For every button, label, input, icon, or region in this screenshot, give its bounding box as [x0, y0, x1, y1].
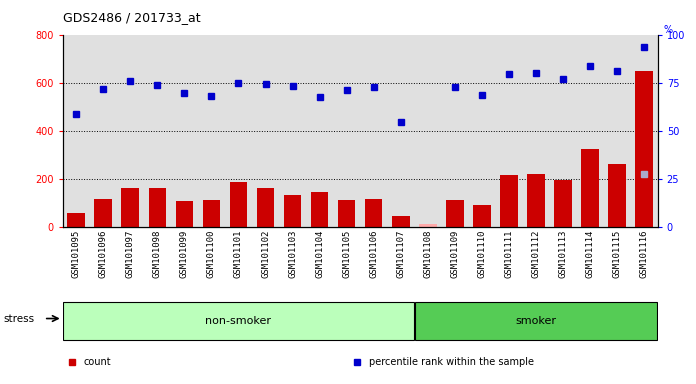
Text: GSM101116: GSM101116 [640, 230, 649, 278]
Bar [63, 302, 414, 340]
Bar [68, 214, 85, 227]
Bar [203, 200, 220, 227]
Bar [500, 175, 518, 227]
Text: GSM101113: GSM101113 [559, 230, 567, 278]
Bar [148, 188, 166, 227]
Bar [415, 302, 658, 340]
Text: GSM101107: GSM101107 [396, 230, 405, 278]
Text: count: count [84, 357, 111, 367]
Text: GSM101115: GSM101115 [612, 230, 622, 278]
Text: GSM101103: GSM101103 [288, 230, 297, 278]
Text: GSM101100: GSM101100 [207, 230, 216, 278]
Bar [635, 71, 653, 227]
Bar [338, 200, 356, 227]
Bar [95, 199, 112, 227]
Bar [284, 195, 301, 227]
Bar [175, 201, 193, 227]
Text: GSM101111: GSM101111 [505, 230, 514, 278]
Text: %: % [664, 25, 673, 35]
Text: GSM101108: GSM101108 [423, 230, 432, 278]
Text: GSM101109: GSM101109 [450, 230, 459, 278]
Text: GSM101098: GSM101098 [153, 230, 161, 278]
Text: GSM101102: GSM101102 [261, 230, 270, 278]
Bar [257, 188, 274, 227]
Text: GSM101099: GSM101099 [180, 230, 189, 278]
Bar [230, 182, 247, 227]
Text: smoker: smoker [516, 316, 557, 326]
Bar [473, 205, 491, 227]
Bar [311, 192, 329, 227]
Bar [392, 216, 409, 227]
Text: GSM101096: GSM101096 [99, 230, 108, 278]
Text: non-smoker: non-smoker [205, 316, 271, 326]
Text: GSM101112: GSM101112 [532, 230, 541, 278]
Text: GSM101095: GSM101095 [72, 230, 81, 278]
Text: GSM101105: GSM101105 [342, 230, 351, 278]
Text: GDS2486 / 201733_at: GDS2486 / 201733_at [63, 12, 200, 25]
Bar [581, 149, 599, 227]
Text: GSM101114: GSM101114 [585, 230, 594, 278]
Bar [527, 174, 545, 227]
Text: GSM101097: GSM101097 [126, 230, 135, 278]
Text: GSM101110: GSM101110 [477, 230, 487, 278]
Bar [365, 199, 383, 227]
Text: GSM101104: GSM101104 [315, 230, 324, 278]
Text: GSM101101: GSM101101 [234, 230, 243, 278]
Text: GSM101106: GSM101106 [369, 230, 378, 278]
Bar [419, 224, 436, 227]
Bar [122, 188, 139, 227]
Bar [446, 200, 464, 227]
Bar [608, 164, 626, 227]
Text: stress: stress [3, 313, 35, 324]
Bar [554, 180, 572, 227]
Text: percentile rank within the sample: percentile rank within the sample [369, 357, 534, 367]
